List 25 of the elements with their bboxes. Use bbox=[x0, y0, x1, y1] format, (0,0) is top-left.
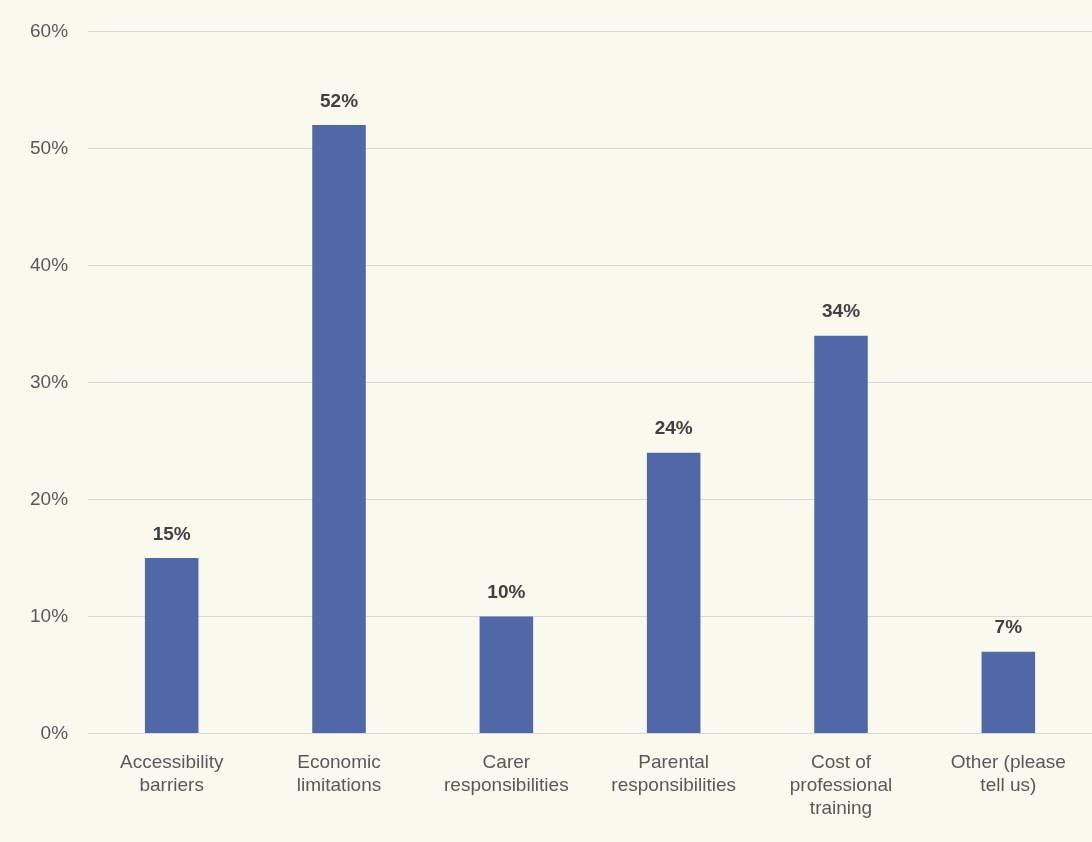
bar bbox=[646, 452, 701, 734]
data-label: 15% bbox=[152, 522, 191, 544]
y-tick-label: 60% bbox=[30, 19, 69, 41]
y-tick-label: 20% bbox=[30, 487, 69, 509]
x-tick-label: Carer responsibilities bbox=[444, 751, 569, 796]
y-tick-label: 40% bbox=[30, 253, 69, 275]
x-tick-label: Parental responsibilities bbox=[611, 751, 736, 796]
x-tick-label: Economic limitations bbox=[296, 751, 382, 796]
x-tick-label: Accessibility barriers bbox=[119, 751, 224, 796]
y-tick-label: 10% bbox=[30, 604, 69, 626]
data-label: 7% bbox=[994, 616, 1023, 638]
y-tick-label: 50% bbox=[30, 136, 69, 158]
data-label: 24% bbox=[654, 417, 693, 439]
bar bbox=[312, 125, 366, 734]
x-tick-label: Cost of professional training bbox=[789, 751, 893, 818]
y-tick-label: 0% bbox=[40, 721, 69, 743]
x-tick-label: Other (please tell us) bbox=[950, 751, 1066, 796]
data-label: 10% bbox=[487, 581, 526, 603]
bar bbox=[479, 616, 534, 734]
data-label: 34% bbox=[821, 300, 861, 322]
bar bbox=[144, 558, 199, 734]
bar bbox=[814, 335, 868, 734]
bar bbox=[981, 651, 1036, 734]
y-tick-label: 30% bbox=[30, 370, 69, 392]
data-label: 52% bbox=[320, 89, 359, 111]
